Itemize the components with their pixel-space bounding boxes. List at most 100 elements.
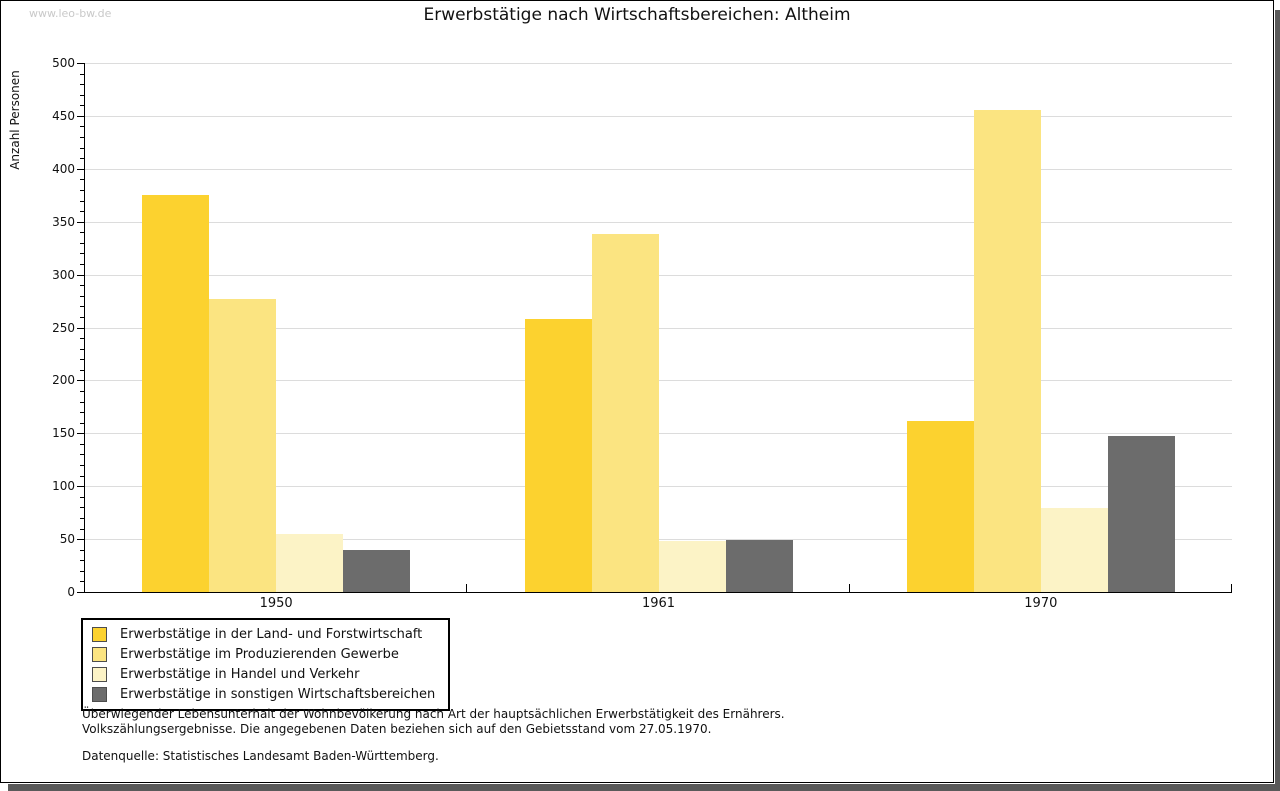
y-major-tick <box>77 63 84 64</box>
y-minor-tick <box>80 126 84 128</box>
gridline <box>85 168 1232 170</box>
y-minor-tick <box>80 465 84 467</box>
y-minor-tick <box>80 560 84 562</box>
gridline <box>85 539 1232 541</box>
y-minor-tick <box>80 348 84 350</box>
y-minor-tick <box>80 84 84 86</box>
gridline <box>85 327 1232 329</box>
y-minor-tick <box>80 549 84 551</box>
y-minor-tick <box>80 295 84 297</box>
y-minor-tick <box>80 158 84 160</box>
y-tick-label: 150 <box>52 426 75 441</box>
y-minor-tick <box>80 369 84 371</box>
y-axis-title: Anzahl Personen <box>8 70 22 170</box>
y-minor-tick <box>80 137 84 139</box>
y-minor-tick <box>80 147 84 149</box>
y-minor-tick <box>80 581 84 583</box>
y-minor-tick <box>80 264 84 266</box>
x-tick <box>848 584 850 592</box>
y-major-tick <box>77 592 84 593</box>
gridline <box>85 63 1232 64</box>
footnotes: Überwiegender Lebensunterhalt der Wohnbe… <box>82 707 785 764</box>
y-tick-label: 50 <box>59 532 75 547</box>
bar-1950-series-1 <box>142 195 210 592</box>
y-tick-label: 100 <box>52 479 75 494</box>
y-minor-tick <box>80 285 84 287</box>
legend-label: Erwerbstätige im Produzierenden Gewerbe <box>120 646 399 662</box>
legend-item: Erwerbstätige in sonstigen Wirtschaftsbe… <box>92 684 439 704</box>
legend-swatch-icon <box>92 666 107 682</box>
bar-1970-series-2 <box>973 109 1041 592</box>
x-tick <box>466 584 468 592</box>
gridline <box>85 274 1232 276</box>
footnote-line-1: Überwiegender Lebensunterhalt der Wohnbe… <box>82 707 785 721</box>
y-minor-tick <box>80 401 84 403</box>
window-shadow-bottom <box>8 784 1275 791</box>
y-major-tick <box>77 221 84 223</box>
gridline <box>85 221 1232 223</box>
gridline <box>85 486 1232 488</box>
legend-label: Erwerbstätige in sonstigen Wirtschaftsbe… <box>120 686 436 702</box>
bar-1950-series-2 <box>209 298 277 592</box>
y-major-tick <box>77 380 84 382</box>
y-minor-tick <box>80 422 84 424</box>
y-minor-tick <box>80 253 84 255</box>
y-minor-tick <box>80 412 84 414</box>
y-minor-tick <box>80 105 84 107</box>
y-minor-tick <box>80 338 84 340</box>
y-minor-tick <box>80 454 84 456</box>
window-shadow-right <box>1275 10 1280 791</box>
legend-item: Erwerbstätige in Handel und Verkehr <box>92 664 439 684</box>
y-minor-tick <box>80 179 84 181</box>
y-minor-tick <box>80 496 84 498</box>
y-minor-tick <box>80 475 84 477</box>
gridline <box>85 115 1232 117</box>
y-tick-label: 250 <box>52 320 75 335</box>
y-minor-tick <box>80 94 84 96</box>
y-tick-label: 200 <box>52 373 75 388</box>
y-minor-tick <box>80 517 84 519</box>
y-tick-label: 400 <box>52 161 75 176</box>
y-minor-tick <box>80 507 84 509</box>
x-category-label: 1961 <box>641 596 676 611</box>
y-minor-tick <box>80 528 84 530</box>
legend-swatch-icon <box>92 686 107 702</box>
page-title: Erwerbstätige nach Wirtschaftsbereichen:… <box>423 5 851 25</box>
bar-1961-series-1 <box>524 319 592 592</box>
y-major-tick <box>77 327 84 329</box>
y-minor-tick <box>80 232 84 234</box>
legend-swatch-icon <box>92 646 107 662</box>
y-minor-tick <box>80 73 84 75</box>
y-minor-tick <box>80 359 84 361</box>
data-source-line: Datenquelle: Statistisches Landesamt Bad… <box>82 749 439 763</box>
y-tick-label: 350 <box>52 214 75 229</box>
y-major-tick <box>77 486 84 488</box>
legend-label: Erwerbstätige in Handel und Verkehr <box>120 666 360 682</box>
y-tick-label: 450 <box>52 108 75 123</box>
bar-1950-series-3 <box>276 533 344 592</box>
bar-1961-series-2 <box>591 234 659 592</box>
legend-item: Erwerbstätige in der Land- und Forstwirt… <box>92 624 439 644</box>
y-tick-label: 500 <box>52 56 75 70</box>
y-major-tick <box>77 115 84 117</box>
bar-1970-series-3 <box>1040 508 1108 592</box>
y-tick-label: 300 <box>52 267 75 282</box>
y-minor-tick <box>80 242 84 244</box>
bar-1961-series-4 <box>725 540 793 592</box>
legend-label: Erwerbstätige in der Land- und Forstwirt… <box>120 626 423 642</box>
footnote-line-2: Volkszählungsergebnisse. Die angegebenen… <box>82 721 712 736</box>
bar-1961-series-3 <box>658 541 726 592</box>
y-major-tick <box>77 433 84 435</box>
y-minor-tick <box>80 200 84 202</box>
x-category-label: 1950 <box>259 596 293 611</box>
bar-1950-series-4 <box>343 549 411 592</box>
y-major-tick <box>77 274 84 276</box>
y-tick-label: 0 <box>67 585 75 599</box>
legend-item: Erwerbstätige im Produzierenden Gewerbe <box>92 644 439 664</box>
legend: Erwerbstätige in der Land- und Forstwirt… <box>81 618 450 711</box>
bar-1970-series-4 <box>1107 436 1175 592</box>
legend-swatch-icon <box>92 626 107 642</box>
y-minor-tick <box>80 570 84 572</box>
x-tick <box>1231 584 1232 592</box>
